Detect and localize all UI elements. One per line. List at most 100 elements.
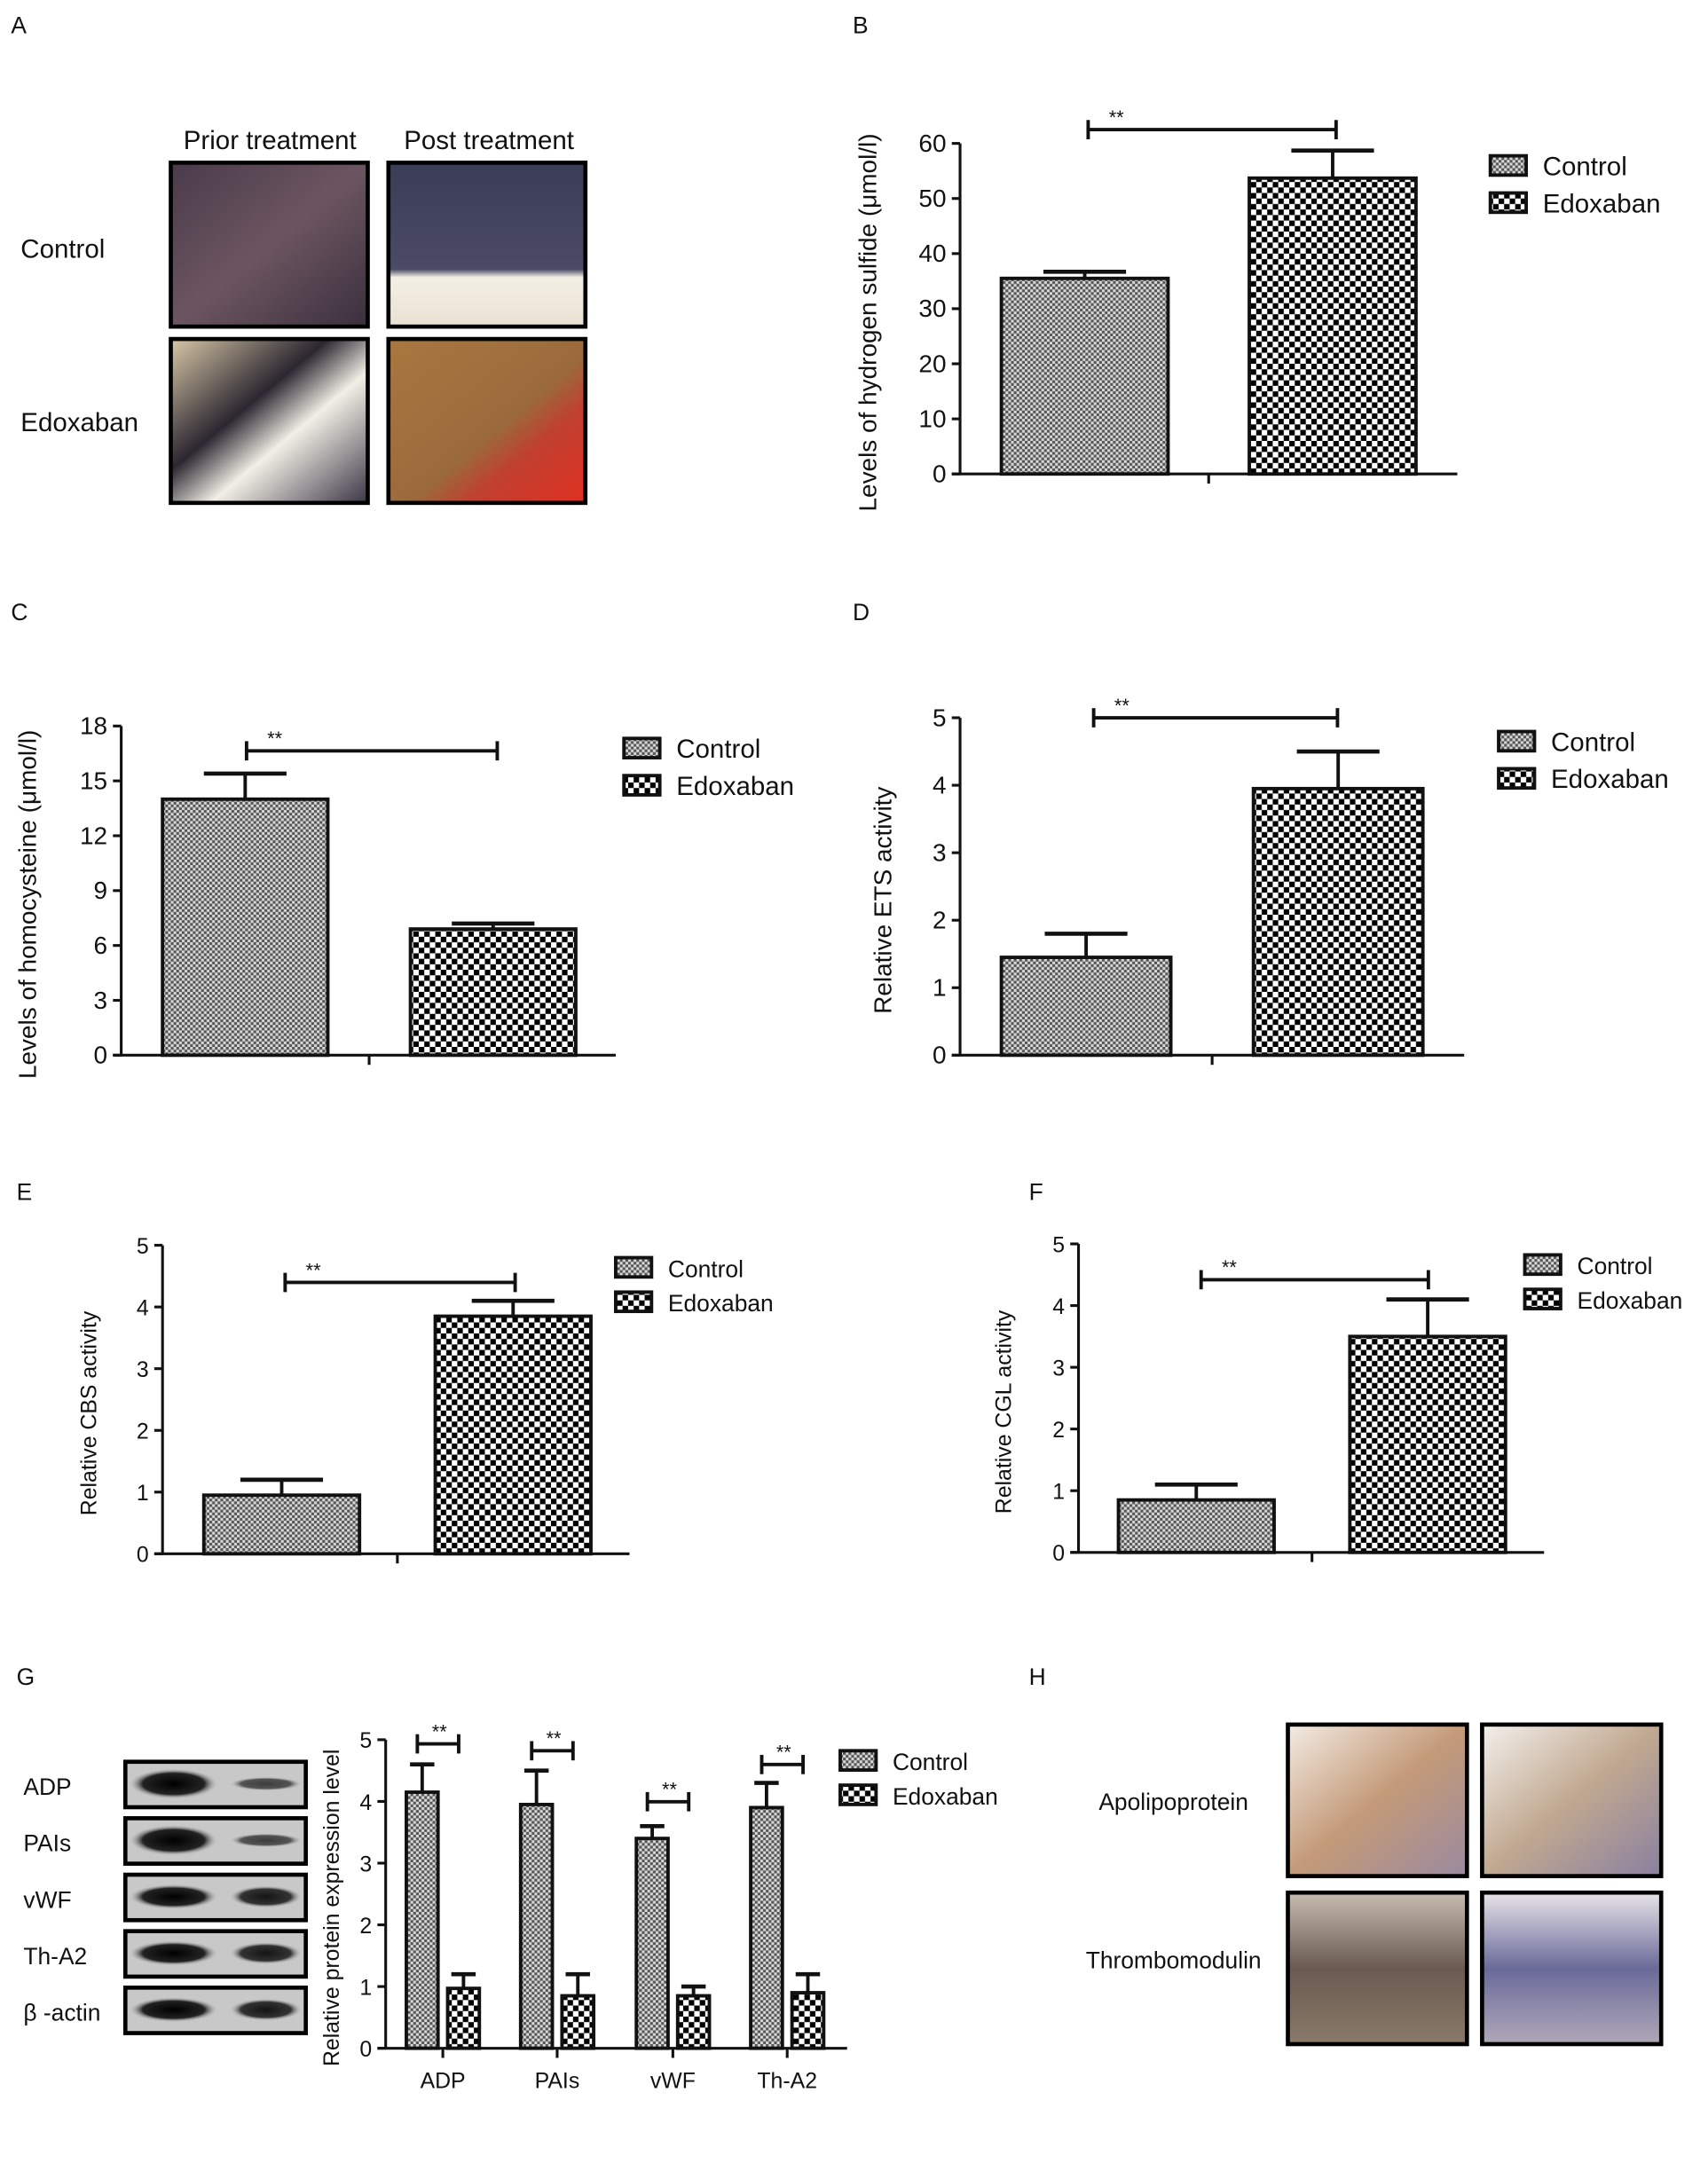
y-tick-label: 1 <box>1052 1481 1065 1505</box>
chart-e: 0 1 2 3 4 5 Relative CBS activity ** Control Edox… <box>78 1235 774 1568</box>
y-axis-label: Levels of homocysteine (μmol/l) <box>13 730 41 1079</box>
ihc-image-apolipoprotein-control <box>1286 1722 1469 1878</box>
bar-control <box>161 797 330 1058</box>
y-tick-label: 0 <box>933 460 947 488</box>
legend-label: Control <box>1543 152 1627 181</box>
legend-label: Edoxaban <box>1578 1287 1683 1314</box>
legend-label: Edoxaban <box>668 1290 774 1317</box>
significance-label: ** <box>776 1742 791 1764</box>
blot-band <box>230 1885 302 1908</box>
legend-label: Edoxaban <box>676 772 794 801</box>
row-label-control: Control <box>20 234 105 264</box>
y-tick-label: 9 <box>94 877 108 904</box>
blot-label: ADP <box>23 1774 71 1800</box>
bar-edoxaban <box>1348 1334 1507 1554</box>
bar-edoxaban <box>675 1994 712 2050</box>
column-label-post: Post treatment <box>404 126 574 155</box>
legend-label: Edoxaban <box>893 1783 998 1810</box>
y-tick-label: 4 <box>137 1296 149 1320</box>
legend-swatch <box>622 736 662 759</box>
panel-letter-g: G <box>17 1664 35 1690</box>
y-axis-label: Relative ETS activity <box>869 787 896 1014</box>
y-tick-label: 1 <box>933 974 947 1002</box>
significance-label: ** <box>267 728 282 750</box>
panel-letter-e: E <box>17 1178 33 1205</box>
y-tick-label: 10 <box>918 405 946 432</box>
blot-band <box>230 1942 302 1964</box>
blot-band <box>129 1997 218 2023</box>
row-label-edoxaban: Edoxaban <box>20 408 138 437</box>
bar-control <box>201 1493 362 1556</box>
bar-control <box>405 1790 440 2050</box>
legend-swatch <box>622 774 662 797</box>
y-axis-label: Relative protein expression level <box>320 1750 344 2066</box>
legend-label: Edoxaban <box>1543 189 1661 218</box>
histology-image-control-post <box>386 161 588 329</box>
blot-band <box>230 1998 302 2021</box>
ihc-image-apolipoprotein-edoxaban <box>1480 1722 1664 1878</box>
panel-letter-b: B <box>853 12 869 38</box>
bar-control <box>999 276 1170 476</box>
bar-edoxaban <box>560 1994 596 2050</box>
chart-g: 0 1 2 3 4 5 Relative protein expression level A… <box>320 1720 998 2093</box>
panel-letter-d: D <box>853 599 870 625</box>
blot-band <box>230 1833 302 1847</box>
significance-label: ** <box>306 1259 321 1281</box>
blot-label: PAIs <box>23 1830 71 1857</box>
y-tick-label: 4 <box>933 771 947 798</box>
y-tick-label: 2 <box>933 907 947 934</box>
histology-image-control-prior <box>169 161 370 329</box>
y-tick-label: 12 <box>80 822 107 849</box>
y-tick-label: 0 <box>359 2038 372 2062</box>
legend-swatch <box>1488 153 1529 177</box>
x-tick-label: vWF <box>650 2070 696 2094</box>
histology-image-edoxaban-post <box>386 336 588 506</box>
legend-swatch <box>1488 191 1529 215</box>
legend-swatch <box>1497 767 1537 791</box>
bar-edoxaban <box>1248 176 1418 476</box>
x-tick-label: Th-A2 <box>757 2070 817 2094</box>
blot-band <box>129 1940 218 1966</box>
blot-label: vWF <box>23 1886 71 1913</box>
y-tick-label: 1 <box>359 1976 372 2000</box>
y-tick-label: 18 <box>80 712 107 740</box>
blot-band <box>129 1825 218 1856</box>
y-tick-label: 15 <box>80 767 107 794</box>
panel-g-western-blot: ADP PAIs vWF Th-A2 β -actin <box>23 1759 308 2035</box>
blot-band <box>129 1884 218 1909</box>
legend-swatch <box>1497 729 1537 753</box>
bar-control <box>518 1802 555 2050</box>
blot-label: Th-A2 <box>23 1943 87 1970</box>
y-tick-label: 20 <box>918 350 946 377</box>
significance-label: ** <box>547 1727 562 1750</box>
significance-label: ** <box>1222 1256 1237 1278</box>
y-tick-label: 5 <box>137 1235 149 1259</box>
bar-edoxaban <box>433 1314 593 1556</box>
y-tick-label: 6 <box>94 932 108 959</box>
y-tick-label: 3 <box>359 1852 372 1876</box>
chart-c: 0 3 6 9 12 15 18 Levels of homocysteine (μmol/l… <box>13 712 794 1079</box>
legend-swatch <box>1523 1253 1562 1277</box>
legend-label: Control <box>1551 728 1635 757</box>
bar-control <box>999 956 1173 1058</box>
legend-swatch <box>613 1290 654 1314</box>
y-tick-label: 30 <box>918 295 946 322</box>
blot-band <box>230 1776 302 1791</box>
row-label-thrombomodulin: Thrombomodulin <box>1086 1947 1262 1974</box>
legend-label: Control <box>676 735 760 764</box>
significance-label: ** <box>1114 695 1129 717</box>
legend-label: Control <box>893 1749 968 1775</box>
y-tick-label: 50 <box>918 185 946 212</box>
y-tick-label: 3 <box>137 1358 149 1382</box>
column-label-prior: Prior treatment <box>184 126 357 155</box>
y-tick-label: 0 <box>1052 1542 1065 1566</box>
y-tick-label: 3 <box>933 838 947 866</box>
bar-edoxaban <box>445 1986 482 2050</box>
chart-d: 0 1 2 3 4 5 Relative ETS activity ** Control Edox… <box>869 695 1668 1069</box>
y-tick-label: 3 <box>94 987 108 1014</box>
ihc-image-thrombomodulin-edoxaban <box>1480 1890 1664 2047</box>
legend-swatch <box>613 1255 654 1279</box>
x-tick-label: PAIs <box>535 2070 580 2094</box>
panel-letter-a: A <box>11 12 27 38</box>
histology-image-edoxaban-prior <box>169 336 370 506</box>
